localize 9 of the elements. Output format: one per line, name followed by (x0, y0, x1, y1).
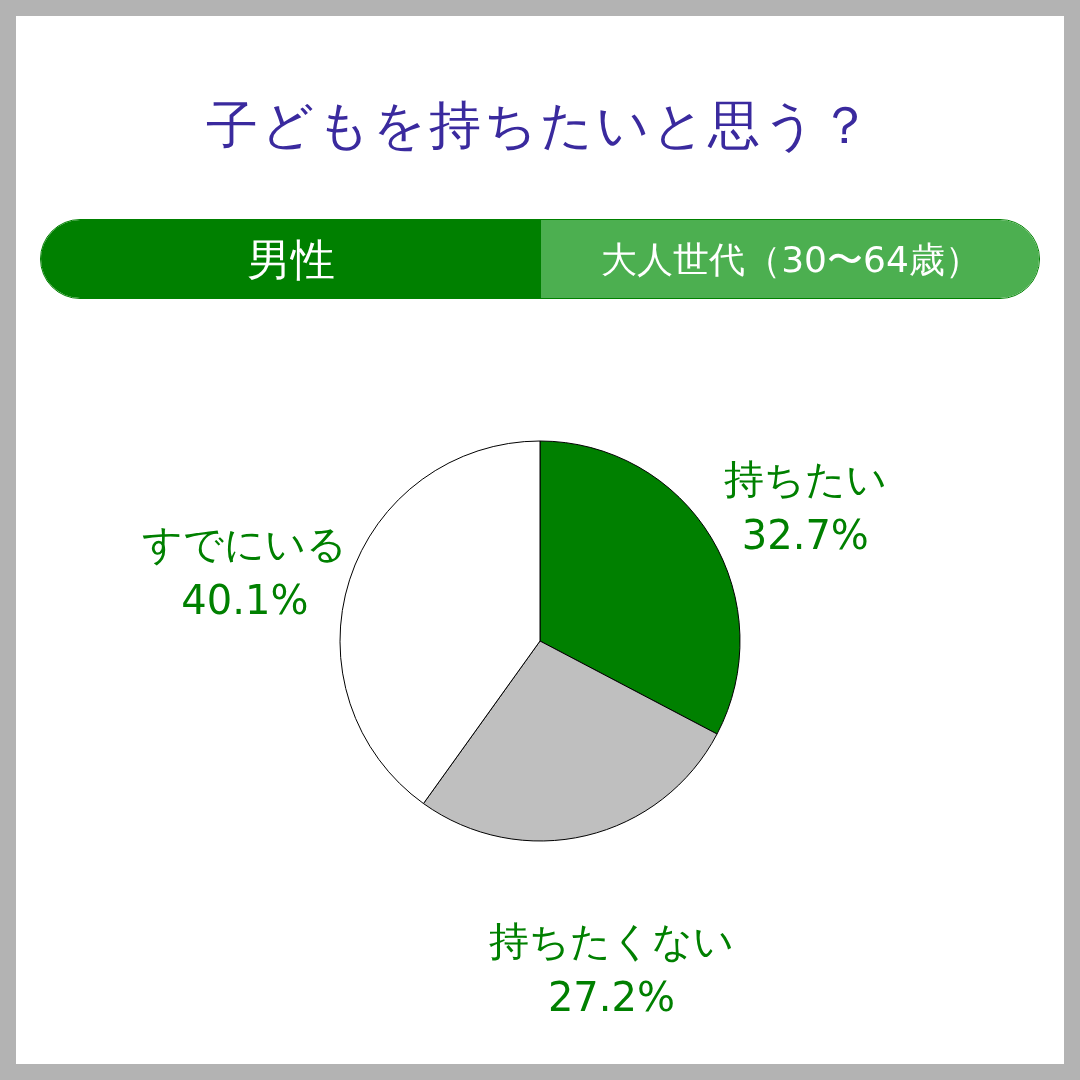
data-label: 27.2% (547, 973, 675, 1020)
chart-subtitle: 男性 (41, 220, 541, 300)
text: 大人世代（30〜64歳） (541, 220, 1041, 300)
data-label: 32.7% (741, 511, 869, 558)
data-label: 40.1% (181, 577, 309, 624)
slice-label: すでにいる (142, 521, 348, 568)
slice-label: 持ちたい (723, 455, 887, 502)
slice-label: 持ちたくない (488, 917, 734, 964)
chart-title: 子どもを持ちたいと思う？ (205, 94, 875, 157)
